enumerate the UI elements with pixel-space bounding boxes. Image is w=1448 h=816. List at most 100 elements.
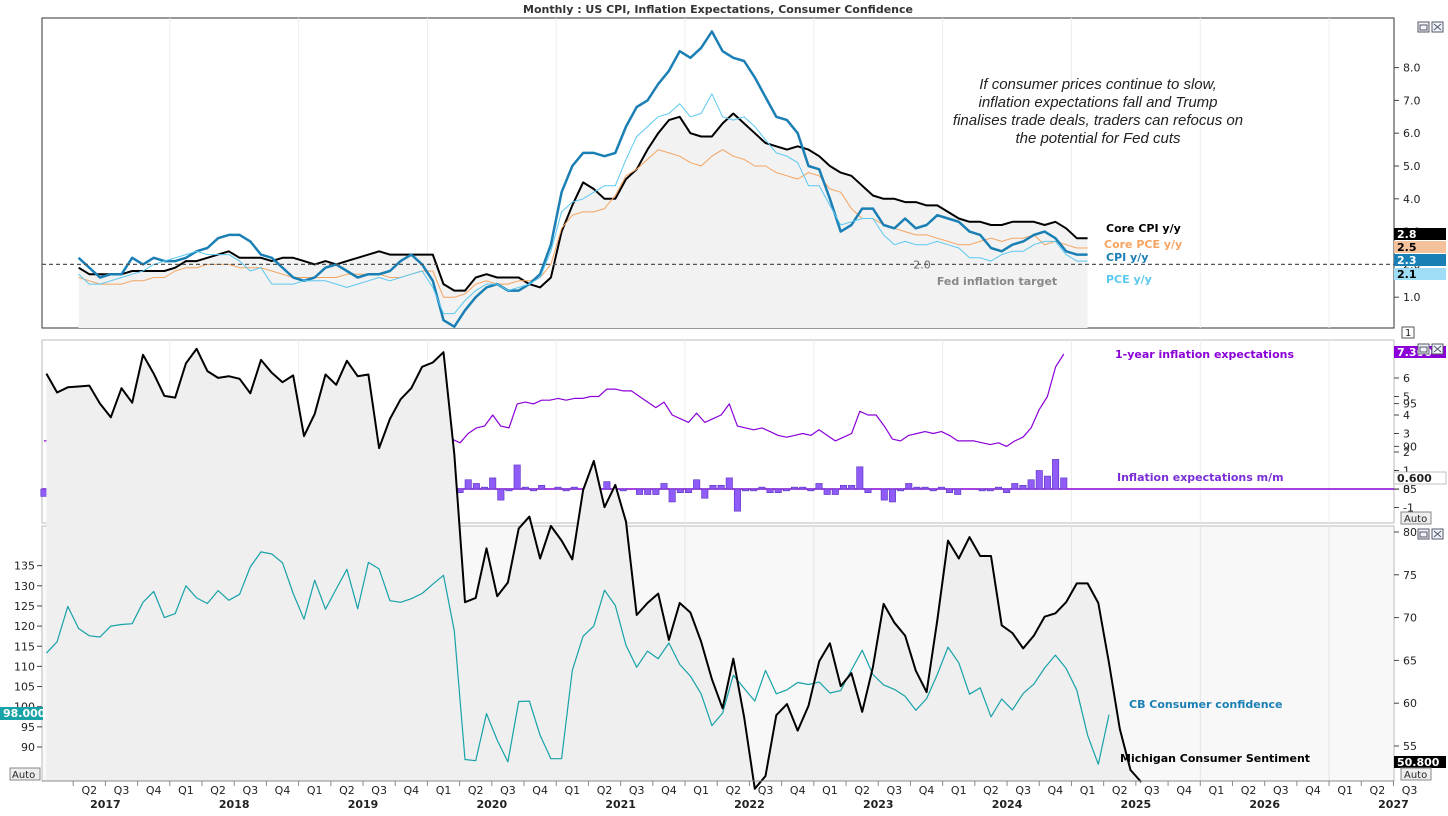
value-tag-label: 2.8 <box>1397 228 1417 241</box>
tick-label: 8.0 <box>1403 62 1421 75</box>
expectation-bar <box>946 488 954 493</box>
legend-label: Inflation expectations m/m <box>1117 471 1284 484</box>
expectation-bar <box>799 486 807 490</box>
x-quarter-label: Q3 <box>371 784 387 797</box>
tick-label: 1 <box>1403 465 1410 478</box>
expectation-bar <box>831 488 839 495</box>
x-quarter-label: Q1 <box>178 784 194 797</box>
expectation-bar <box>905 483 913 490</box>
expectation-bar <box>791 486 799 490</box>
x-year-label: 2019 <box>348 798 379 811</box>
tick-label: 115 <box>14 640 35 653</box>
expectation-bar <box>489 477 497 490</box>
expectation-bar <box>986 488 994 492</box>
tick-label: 65 <box>1403 654 1417 667</box>
expectation-bar <box>880 488 888 501</box>
value-tag <box>1393 471 1447 485</box>
tick-label: 95 <box>21 721 35 734</box>
x-year-label: 2020 <box>477 798 508 811</box>
value-tag <box>1394 241 1446 253</box>
fed-target-value: 2.0 <box>913 258 931 271</box>
x-quarter-label: Q1 <box>693 784 709 797</box>
x-year-label: 2023 <box>863 798 894 811</box>
expectation-bar <box>1060 477 1068 490</box>
tick-label: 4 <box>1403 409 1410 422</box>
expectation-bar <box>782 488 790 492</box>
tick-label: 95 <box>1403 398 1417 411</box>
legend-label: Core CPI y/y <box>1106 222 1181 235</box>
tick-label: 3 <box>1403 428 1410 441</box>
tick-label: 135 <box>14 560 35 573</box>
expectation-bar <box>823 488 831 495</box>
x-year-label: 2021 <box>605 798 636 811</box>
window-restore-icon <box>1417 528 1430 540</box>
x-quarter-label: Q1 <box>1080 784 1096 797</box>
tick-label: 70 <box>1403 612 1417 625</box>
expectation-bar <box>774 488 782 493</box>
x-quarter-label: Q3 <box>1144 784 1160 797</box>
tick-label: 80 <box>1403 526 1417 539</box>
window-restore-icon <box>1419 346 1428 353</box>
expectation-bar <box>766 488 774 493</box>
x-year-label: 2026 <box>1249 798 1280 811</box>
x-quarter-label: Q3 <box>887 784 903 797</box>
x-quarter-label: Q2 <box>854 784 870 797</box>
expectation-bar <box>521 486 529 490</box>
expectation-bar <box>513 464 521 490</box>
expectation-bar <box>668 488 676 503</box>
x-quarter-label: Q2 <box>1370 784 1386 797</box>
window-close-icon <box>1433 23 1442 31</box>
tick-label: 130 <box>14 580 35 593</box>
michigan-area <box>46 348 1142 789</box>
expectation-bar <box>497 488 505 501</box>
value-tag <box>1394 228 1446 240</box>
fed-target-label: Fed inflation target <box>937 275 1057 288</box>
tick-label: 75 <box>1403 569 1417 582</box>
legend-label: PCE y/y <box>1106 273 1152 286</box>
expectation-bar <box>848 484 856 490</box>
tick-label: 90 <box>1403 440 1417 453</box>
x-quarter-label: Q2 <box>81 784 97 797</box>
expectation-bar <box>815 483 823 490</box>
window-restore-icon <box>1417 343 1430 355</box>
expectation-bar <box>758 486 766 490</box>
x-quarter-label: Q4 <box>146 784 162 797</box>
x-quarter-label: Q3 <box>500 784 516 797</box>
x-quarter-label: Q4 <box>403 784 419 797</box>
tick-label: 110 <box>14 660 35 673</box>
expectation-bar <box>570 486 578 490</box>
window-restore-icon <box>1419 24 1428 31</box>
x-quarter-label: Q4 <box>1176 784 1192 797</box>
x-quarter-label: Q1 <box>951 784 967 797</box>
value-tag <box>1394 268 1446 280</box>
expectation-bar <box>684 488 692 493</box>
x-quarter-label: Q1 <box>307 784 323 797</box>
tick-label: 5 <box>1403 391 1410 404</box>
x-quarter-label: Q4 <box>661 784 677 797</box>
x-quarter-label: Q4 <box>1305 784 1321 797</box>
annotation-text: If consumer prices continue to slow, inf… <box>952 76 1244 147</box>
value-tag-label: 50.800 <box>1397 756 1440 769</box>
auto-badge-label: Auto <box>12 770 35 781</box>
expectation-bar <box>652 488 660 495</box>
chart-title: Monthly : US CPI, Inflation Expectations… <box>523 3 913 16</box>
window-restore-icon <box>1417 21 1430 33</box>
expectation-bar <box>636 488 644 495</box>
legend-label: CB Consumer confidence <box>1129 698 1283 711</box>
legend-label: 1-year inflation expectations <box>1115 348 1294 361</box>
x-quarter-label: Q3 <box>758 784 774 797</box>
expectation-bar <box>529 488 537 492</box>
expectation-bar <box>888 488 896 503</box>
expectation-bar <box>839 484 847 490</box>
window-close-icon <box>1433 345 1442 353</box>
expectation-bar <box>619 488 627 492</box>
value-tag-label: 2.5 <box>1397 241 1417 254</box>
expectation-bar <box>709 484 717 490</box>
tick-label: 60 <box>1403 697 1417 710</box>
expectation-bar <box>538 484 546 490</box>
x-year-label: 2017 <box>90 798 121 811</box>
window-close-icon <box>1433 530 1442 538</box>
expectation-bar <box>693 479 701 490</box>
series-line-pce-y-y <box>78 93 1088 315</box>
expectation-bar <box>750 488 758 492</box>
